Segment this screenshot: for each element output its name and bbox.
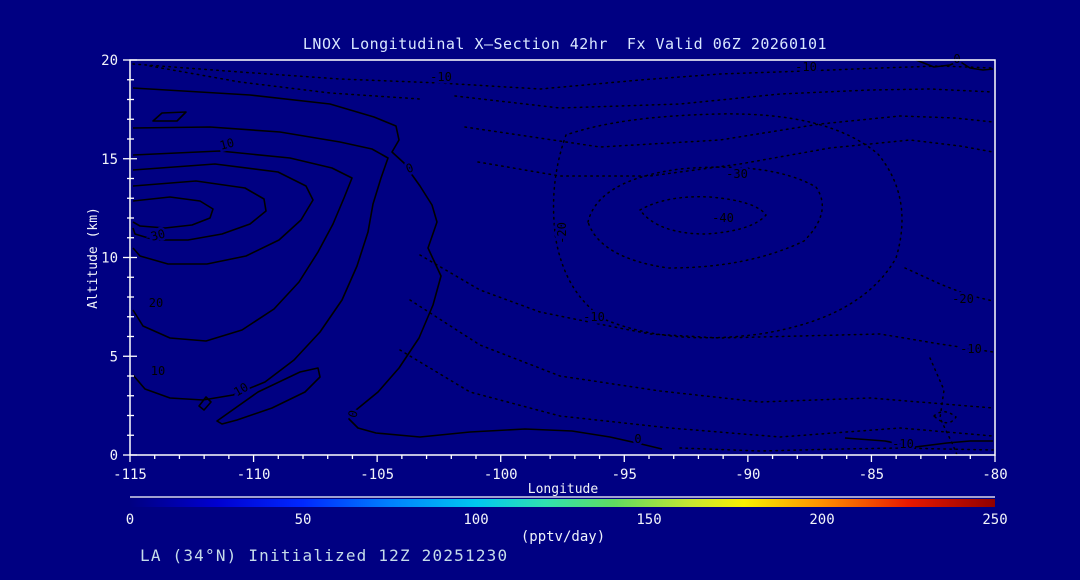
x-tick-label: -95 [612,467,637,483]
colorbar-tick-label: 0 [126,512,134,528]
contour-label: -30 [726,167,748,181]
x-axis-title: Longitude [528,482,599,497]
y-tick-label: 15 [101,152,118,168]
y-tick-label: 10 [101,251,118,267]
colorbar-tick-label: 50 [295,512,312,528]
contour-path-solid [132,150,353,342]
y-tick-label: 5 [110,349,118,365]
contour-lines-layer [132,59,994,456]
contour-path-solid [132,196,214,229]
x-tick-label: -100 [484,467,518,483]
contour-label: 10 [151,364,165,378]
contour-path-dotted [904,267,994,302]
contour-path-solid [152,111,187,122]
colorbar-units: (pptv/day) [521,529,605,545]
contour-path-dotted [929,357,958,456]
contour-label: 20 [149,296,163,310]
chart-title: LNOX Longitudinal X—Section 42hr Fx Vali… [303,35,827,53]
colorbar-tick-label: 100 [463,512,488,528]
contour-path-dotted [552,113,903,339]
contour-path-dotted [419,254,994,353]
contour-path-dotted [454,88,994,109]
y-tick-label: 20 [101,53,118,69]
contour-path-dotted [639,196,767,235]
x-tick-label: -80 [982,467,1007,483]
contour-label: -10 [795,60,817,74]
contour-path-solid [132,163,314,265]
colorbar-tick-label: 200 [809,512,834,528]
contour-path-solid [844,437,993,448]
colorbar [130,499,995,507]
contour-label: 0 [953,52,960,66]
contour-label: -20 [952,292,974,306]
contour-label: -40 [712,211,734,225]
contour-label: -10 [430,70,452,84]
contour-label: 0 [634,432,641,446]
x-tick-label: -110 [237,467,271,483]
contour-path-dotted [477,139,994,177]
contour-path-dotted [679,447,994,452]
contour-path-dotted [587,166,823,269]
colorbar-tick-label: 150 [636,512,661,528]
contour-path-solid [915,59,994,71]
contour-label: -10 [960,342,982,356]
contour-path-dotted [409,299,994,409]
x-tick-label: -105 [360,467,394,483]
x-tick-label: -90 [735,467,760,483]
contour-label: -10 [583,310,605,324]
x-tick-label: -115 [113,467,147,483]
contour-path-solid [198,396,212,411]
contour-path-solid [132,87,663,450]
contour-path-dotted [132,63,994,90]
contour-path-dotted [464,115,994,148]
contour-path-dotted [399,349,994,438]
x-tick-label: -85 [859,467,884,483]
colorbar-ticks-layer: 0 50 100 150 200 250 [126,512,1008,528]
contour-path-solid [132,180,267,241]
y-axis-title: Altitude (km) [86,207,101,309]
colorbar-tick-label: 250 [982,512,1007,528]
contour-path-dotted [933,411,957,424]
contour-label: 30 [149,227,167,244]
contour-label: -20 [555,222,569,244]
contour-label: 10 [218,136,236,153]
footer-annotation: LA (34°N) Initialized 12Z 20251230 [140,546,508,565]
y-tick-label: 0 [110,448,118,464]
contour-label: -10 [892,437,914,451]
contour-path-solid [216,367,321,425]
